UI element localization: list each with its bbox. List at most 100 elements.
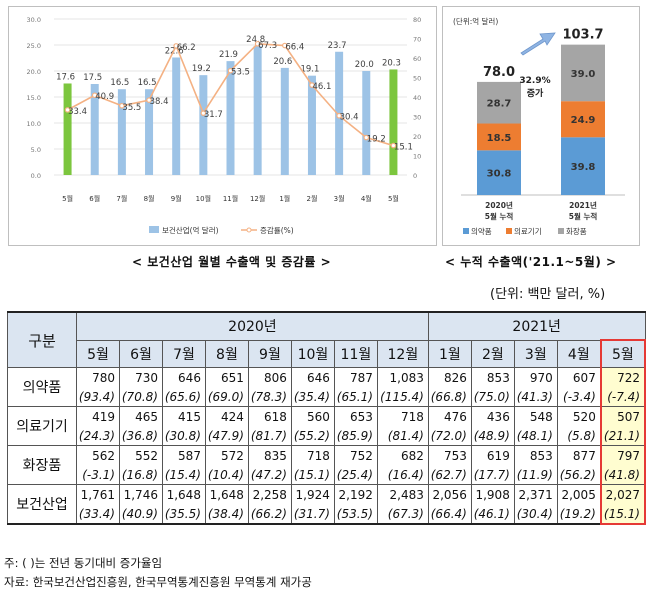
growth-rate-marker xyxy=(64,107,71,113)
pct-cell: (115.4) xyxy=(376,387,429,407)
value-cell: 465 xyxy=(118,406,163,426)
y2-tick-label: 50 xyxy=(413,75,421,83)
month-header: 8월 xyxy=(204,339,249,368)
table-unit-label: (단위: 백만 달러, %) xyxy=(490,287,606,302)
stacked-bar-segment xyxy=(561,137,605,195)
x-tick-label: 12월 xyxy=(250,194,265,203)
value-cell: 970 xyxy=(513,367,558,387)
growth-rate-marker xyxy=(227,67,234,74)
growth-rate-label: 19.2 xyxy=(367,135,386,145)
pct-cell: (31.7) xyxy=(290,504,335,525)
bar-value-label: 20.6 xyxy=(273,57,292,67)
value-cell: 1,648 xyxy=(161,484,206,504)
pct-cell: (16.8) xyxy=(118,465,163,485)
legend-label-line: 증감률(%) xyxy=(260,225,294,235)
pct-cell: (53.5) xyxy=(333,504,378,525)
value-cell: 560 xyxy=(290,406,335,426)
stacked-bar-segment xyxy=(561,101,605,138)
pct-cell: (78.3) xyxy=(247,387,292,407)
value-cell: 651 xyxy=(204,367,249,387)
value-cell: 1,761 xyxy=(76,484,120,504)
x-tick-label: 4월 xyxy=(361,194,372,203)
table-body: 의약품 780 730 646 651 806 646 787 1,083 826 853 970 60… xyxy=(7,367,647,525)
year-header-2021: 2021년 xyxy=(427,311,646,341)
x-tick-label: 10월 xyxy=(196,194,211,203)
pct-cell: (21.1) xyxy=(599,426,647,446)
table-row: 보건산업 1,761 1,746 1,648 1,648 2,258 1,924 2,192 2… xyxy=(7,484,647,525)
month-header: 12월 xyxy=(376,339,429,368)
value-cell: 436 xyxy=(470,406,515,426)
x-tick-label: 1월 xyxy=(279,194,290,203)
pct-cell: (35.5) xyxy=(161,504,206,525)
month-header: 2월 xyxy=(470,339,515,368)
value-cell: 806 xyxy=(247,367,292,387)
x-tick-label: 5월 xyxy=(62,194,73,203)
legend-label-bar: 보건산업(억 달러) xyxy=(162,225,219,235)
value-cell: 552 xyxy=(118,445,163,465)
pct-cell: (62.7) xyxy=(427,465,472,485)
bar-value-label: 21.9 xyxy=(219,50,238,60)
y-tick-label: 20.0 xyxy=(27,68,41,76)
month-header-row: 5월 6월 7월 8월 9월 10월 11월 12월 1월 2월 3월 4월 5월 xyxy=(8,339,647,368)
value-cell: 562 xyxy=(76,445,120,465)
bar xyxy=(307,75,316,175)
value-cell: 2,005 xyxy=(556,484,602,504)
pct-cell: (-3.1) xyxy=(76,465,120,485)
legend-swatch-bar xyxy=(149,226,159,233)
cumulative-export-chart-panel: (단위:억 달러) 30.8 18.5 28.7 78.0 2020년 5월 누적 39.8 2… xyxy=(442,6,640,246)
pct-cell: (40.9) xyxy=(118,504,163,525)
value-cell: 2,258 xyxy=(247,484,292,504)
pct-cell: (81.7) xyxy=(247,426,292,446)
growth-rate-marker xyxy=(200,110,207,116)
bar-value-label: 16.5 xyxy=(110,78,129,88)
month-header: 9월 xyxy=(247,339,292,368)
growth-rate-label: 15.1 xyxy=(394,143,413,153)
month-header: 10월 xyxy=(290,339,335,368)
x-category-period: 5월 누적 xyxy=(569,211,598,221)
row-category: 보건산업 xyxy=(7,484,77,525)
bar-value-label: 17.6 xyxy=(56,72,75,82)
x-category-year: 2020년 xyxy=(485,200,513,210)
pct-cell: (-3.4) xyxy=(556,387,602,407)
growth-rate-marker xyxy=(146,97,152,103)
y2-tick-label: 80 xyxy=(413,16,421,24)
bar xyxy=(253,46,262,175)
table-row: 의료기기 419 465 415 424 618 560 653 718 476 436 548 520… xyxy=(7,406,647,446)
y-tick-label: 30.0 xyxy=(27,16,41,24)
x-tick-label: 2월 xyxy=(307,194,318,203)
y2-tick-label: 20 xyxy=(413,133,421,141)
y-tick-label: 10.0 xyxy=(27,120,41,128)
value-cell: 1,908 xyxy=(470,484,515,504)
y-tick-label: 0.0 xyxy=(31,172,41,180)
table-note: 주: ( )는 전년 동기대비 증가율임 xyxy=(4,556,163,570)
pct-cell: (55.2) xyxy=(290,426,335,446)
pct-cell: (75.0) xyxy=(470,387,515,407)
value-cell: 877 xyxy=(556,445,602,465)
y2-tick-label: 40 xyxy=(413,94,421,102)
bar-value-label: 23.7 xyxy=(328,41,347,51)
year-header-2020: 2020년 xyxy=(76,311,429,341)
pct-cell: (66.4) xyxy=(427,504,472,525)
y-tick-label: 15.0 xyxy=(27,94,41,102)
pct-cell: (16.4) xyxy=(376,465,429,485)
growth-label: 증가 xyxy=(527,87,544,99)
table-row: 의약품 780 730 646 651 806 646 787 1,083 826 853 970 60… xyxy=(7,367,647,407)
pct-cell: (47.2) xyxy=(247,465,292,485)
bar xyxy=(362,71,371,175)
pct-cell: (46.1) xyxy=(470,504,515,525)
month-header: 5월 xyxy=(599,339,647,368)
legend-swatch-marker xyxy=(246,227,252,233)
value-cell: 1,746 xyxy=(118,484,163,504)
value-cell: 718 xyxy=(290,445,335,465)
pct-cell: (38.4) xyxy=(204,504,249,525)
pct-cell: (69.0) xyxy=(204,387,249,407)
pct-cell: (15.1) xyxy=(290,465,335,485)
growth-rate-marker xyxy=(363,134,370,141)
segment-value-label: 24.9 xyxy=(571,115,596,126)
value-cell: 797 xyxy=(599,445,647,465)
month-header: 7월 xyxy=(161,339,206,368)
pct-cell: (72.0) xyxy=(427,426,472,446)
growth-rate-label: 38.4 xyxy=(150,97,169,107)
growth-label: 32.9% xyxy=(519,76,550,86)
x-tick-label: 7월 xyxy=(116,194,127,203)
